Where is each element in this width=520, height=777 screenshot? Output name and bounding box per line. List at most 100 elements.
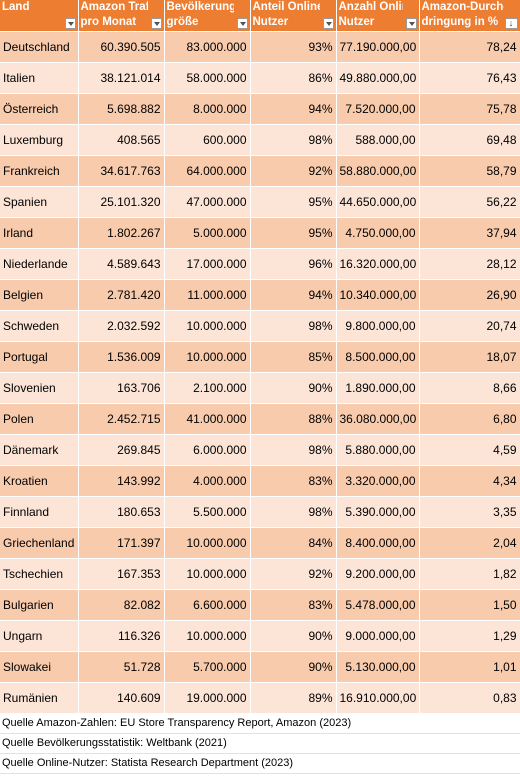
cell-amazon-traffic[interactable]: 143.992	[78, 465, 165, 497]
cell-amazon-traffic[interactable]: 408.565	[78, 124, 165, 156]
cell-land[interactable]: Griechenland	[0, 527, 79, 559]
cell-bevoelkerung[interactable]: 64.000.000	[164, 155, 251, 187]
cell-bevoelkerung[interactable]: 4.000.000	[164, 465, 251, 497]
cell-amazon-traffic[interactable]: 25.101.320	[78, 186, 165, 218]
cell-anteil-online[interactable]: 85%	[250, 341, 337, 373]
cell-anteil-online[interactable]: 92%	[250, 155, 337, 187]
cell-anzahl-online[interactable]: 16.320.000,00	[336, 248, 420, 280]
cell-amazon-traffic[interactable]: 171.397	[78, 527, 165, 559]
cell-bevoelkerung[interactable]: 10.000.000	[164, 310, 251, 342]
cell-anzahl-online[interactable]: 9.200.000,00	[336, 558, 420, 590]
cell-land[interactable]: Deutschland	[0, 31, 79, 63]
cell-anzahl-online[interactable]: 77.190.000,00	[336, 31, 420, 63]
cell-anzahl-online[interactable]: 8.500.000,00	[336, 341, 420, 373]
cell-amazon-traffic[interactable]: 140.609	[78, 682, 165, 714]
cell-amazon-durchdringung[interactable]: 20,74	[419, 310, 520, 342]
cell-bevoelkerung[interactable]: 5.000.000	[164, 217, 251, 249]
cell-land[interactable]: Bulgarien	[0, 589, 79, 621]
cell-amazon-durchdringung[interactable]: 3,35	[419, 496, 520, 528]
cell-bevoelkerung[interactable]: 11.000.000	[164, 279, 251, 311]
cell-land[interactable]: Slovenien	[0, 372, 79, 404]
cell-land[interactable]: Belgien	[0, 279, 79, 311]
cell-amazon-traffic[interactable]: 82.082	[78, 589, 165, 621]
cell-anteil-online[interactable]: 84%	[250, 527, 337, 559]
cell-bevoelkerung[interactable]: 8.000.000	[164, 93, 251, 125]
cell-anteil-online[interactable]: 98%	[250, 496, 337, 528]
cell-anzahl-online[interactable]: 49.880.000,00	[336, 62, 420, 94]
cell-anteil-online[interactable]: 94%	[250, 93, 337, 125]
cell-anzahl-online[interactable]: 10.340.000,00	[336, 279, 420, 311]
cell-amazon-durchdringung[interactable]: 2,04	[419, 527, 520, 559]
cell-anzahl-online[interactable]: 5.130.000,00	[336, 651, 420, 683]
cell-bevoelkerung[interactable]: 17.000.000	[164, 248, 251, 280]
cell-amazon-traffic[interactable]: 163.706	[78, 372, 165, 404]
cell-land[interactable]: Frankreich	[0, 155, 79, 187]
cell-land[interactable]: Tschechien	[0, 558, 79, 590]
cell-amazon-durchdringung[interactable]: 28,12	[419, 248, 520, 280]
cell-amazon-traffic[interactable]: 51.728	[78, 651, 165, 683]
cell-amazon-durchdringung[interactable]: 8,66	[419, 372, 520, 404]
column-header-anteil-online[interactable]: Anteil Online- Nutzer	[250, 0, 337, 32]
cell-amazon-durchdringung[interactable]: 26,90	[419, 279, 520, 311]
cell-anteil-online[interactable]: 94%	[250, 279, 337, 311]
cell-anteil-online[interactable]: 95%	[250, 217, 337, 249]
cell-amazon-durchdringung[interactable]: 37,94	[419, 217, 520, 249]
cell-amazon-traffic[interactable]: 167.353	[78, 558, 165, 590]
cell-amazon-traffic[interactable]: 269.845	[78, 434, 165, 466]
cell-anzahl-online[interactable]: 7.520.000,00	[336, 93, 420, 125]
cell-anteil-online[interactable]: 98%	[250, 124, 337, 156]
cell-amazon-traffic[interactable]: 2.032.592	[78, 310, 165, 342]
cell-anzahl-online[interactable]: 36.080.000,00	[336, 403, 420, 435]
cell-amazon-traffic[interactable]: 180.653	[78, 496, 165, 528]
cell-bevoelkerung[interactable]: 58.000.000	[164, 62, 251, 94]
filter-dropdown-icon[interactable]	[405, 18, 417, 29]
cell-amazon-durchdringung[interactable]: 75,78	[419, 93, 520, 125]
cell-anteil-online[interactable]: 89%	[250, 682, 337, 714]
cell-amazon-durchdringung[interactable]: 4,34	[419, 465, 520, 497]
cell-amazon-durchdringung[interactable]: 69,48	[419, 124, 520, 156]
cell-land[interactable]: Österreich	[0, 93, 79, 125]
cell-bevoelkerung[interactable]: 6.600.000	[164, 589, 251, 621]
cell-anzahl-online[interactable]: 9.000.000,00	[336, 620, 420, 652]
cell-anteil-online[interactable]: 93%	[250, 31, 337, 63]
cell-land[interactable]: Polen	[0, 403, 79, 435]
cell-amazon-durchdringung[interactable]: 1,29	[419, 620, 520, 652]
cell-amazon-traffic[interactable]: 34.617.763	[78, 155, 165, 187]
cell-amazon-traffic[interactable]: 1.802.267	[78, 217, 165, 249]
cell-anteil-online[interactable]: 86%	[250, 62, 337, 94]
cell-amazon-traffic[interactable]: 60.390.505	[78, 31, 165, 63]
cell-anteil-online[interactable]: 83%	[250, 465, 337, 497]
cell-land[interactable]: Dänemark	[0, 434, 79, 466]
cell-amazon-durchdringung[interactable]: 4,59	[419, 434, 520, 466]
cell-anzahl-online[interactable]: 5.390.000,00	[336, 496, 420, 528]
cell-land[interactable]: Rumänien	[0, 682, 79, 714]
cell-anzahl-online[interactable]: 44.650.000,00	[336, 186, 420, 218]
cell-amazon-durchdringung[interactable]: 0,83	[419, 682, 520, 714]
cell-amazon-durchdringung[interactable]: 78,24	[419, 31, 520, 63]
cell-bevoelkerung[interactable]: 19.000.000	[164, 682, 251, 714]
filter-dropdown-icon[interactable]	[236, 18, 248, 29]
cell-anzahl-online[interactable]: 5.478.000,00	[336, 589, 420, 621]
cell-bevoelkerung[interactable]: 5.700.000	[164, 651, 251, 683]
cell-bevoelkerung[interactable]: 600.000	[164, 124, 251, 156]
cell-anteil-online[interactable]: 90%	[250, 620, 337, 652]
cell-land[interactable]: Niederlande	[0, 248, 79, 280]
cell-anzahl-online[interactable]: 3.320.000,00	[336, 465, 420, 497]
cell-anteil-online[interactable]: 90%	[250, 651, 337, 683]
cell-bevoelkerung[interactable]: 5.500.000	[164, 496, 251, 528]
cell-land[interactable]: Ungarn	[0, 620, 79, 652]
cell-anteil-online[interactable]: 88%	[250, 403, 337, 435]
cell-amazon-durchdringung[interactable]: 1,01	[419, 651, 520, 683]
filter-dropdown-icon[interactable]	[322, 18, 334, 29]
cell-bevoelkerung[interactable]: 47.000.000	[164, 186, 251, 218]
cell-land[interactable]: Spanien	[0, 186, 79, 218]
filter-dropdown-icon[interactable]	[64, 18, 76, 29]
cell-amazon-traffic[interactable]: 2.781.420	[78, 279, 165, 311]
cell-anzahl-online[interactable]: 8.400.000,00	[336, 527, 420, 559]
column-header-amazon-traffic[interactable]: Amazon Traffic pro Monat	[78, 0, 165, 32]
cell-land[interactable]: Portugal	[0, 341, 79, 373]
cell-anteil-online[interactable]: 96%	[250, 248, 337, 280]
cell-amazon-durchdringung[interactable]: 18,07	[419, 341, 520, 373]
column-header-anzahl-online[interactable]: Anzahl Online- Nutzer	[336, 0, 420, 32]
cell-anteil-online[interactable]: 98%	[250, 310, 337, 342]
